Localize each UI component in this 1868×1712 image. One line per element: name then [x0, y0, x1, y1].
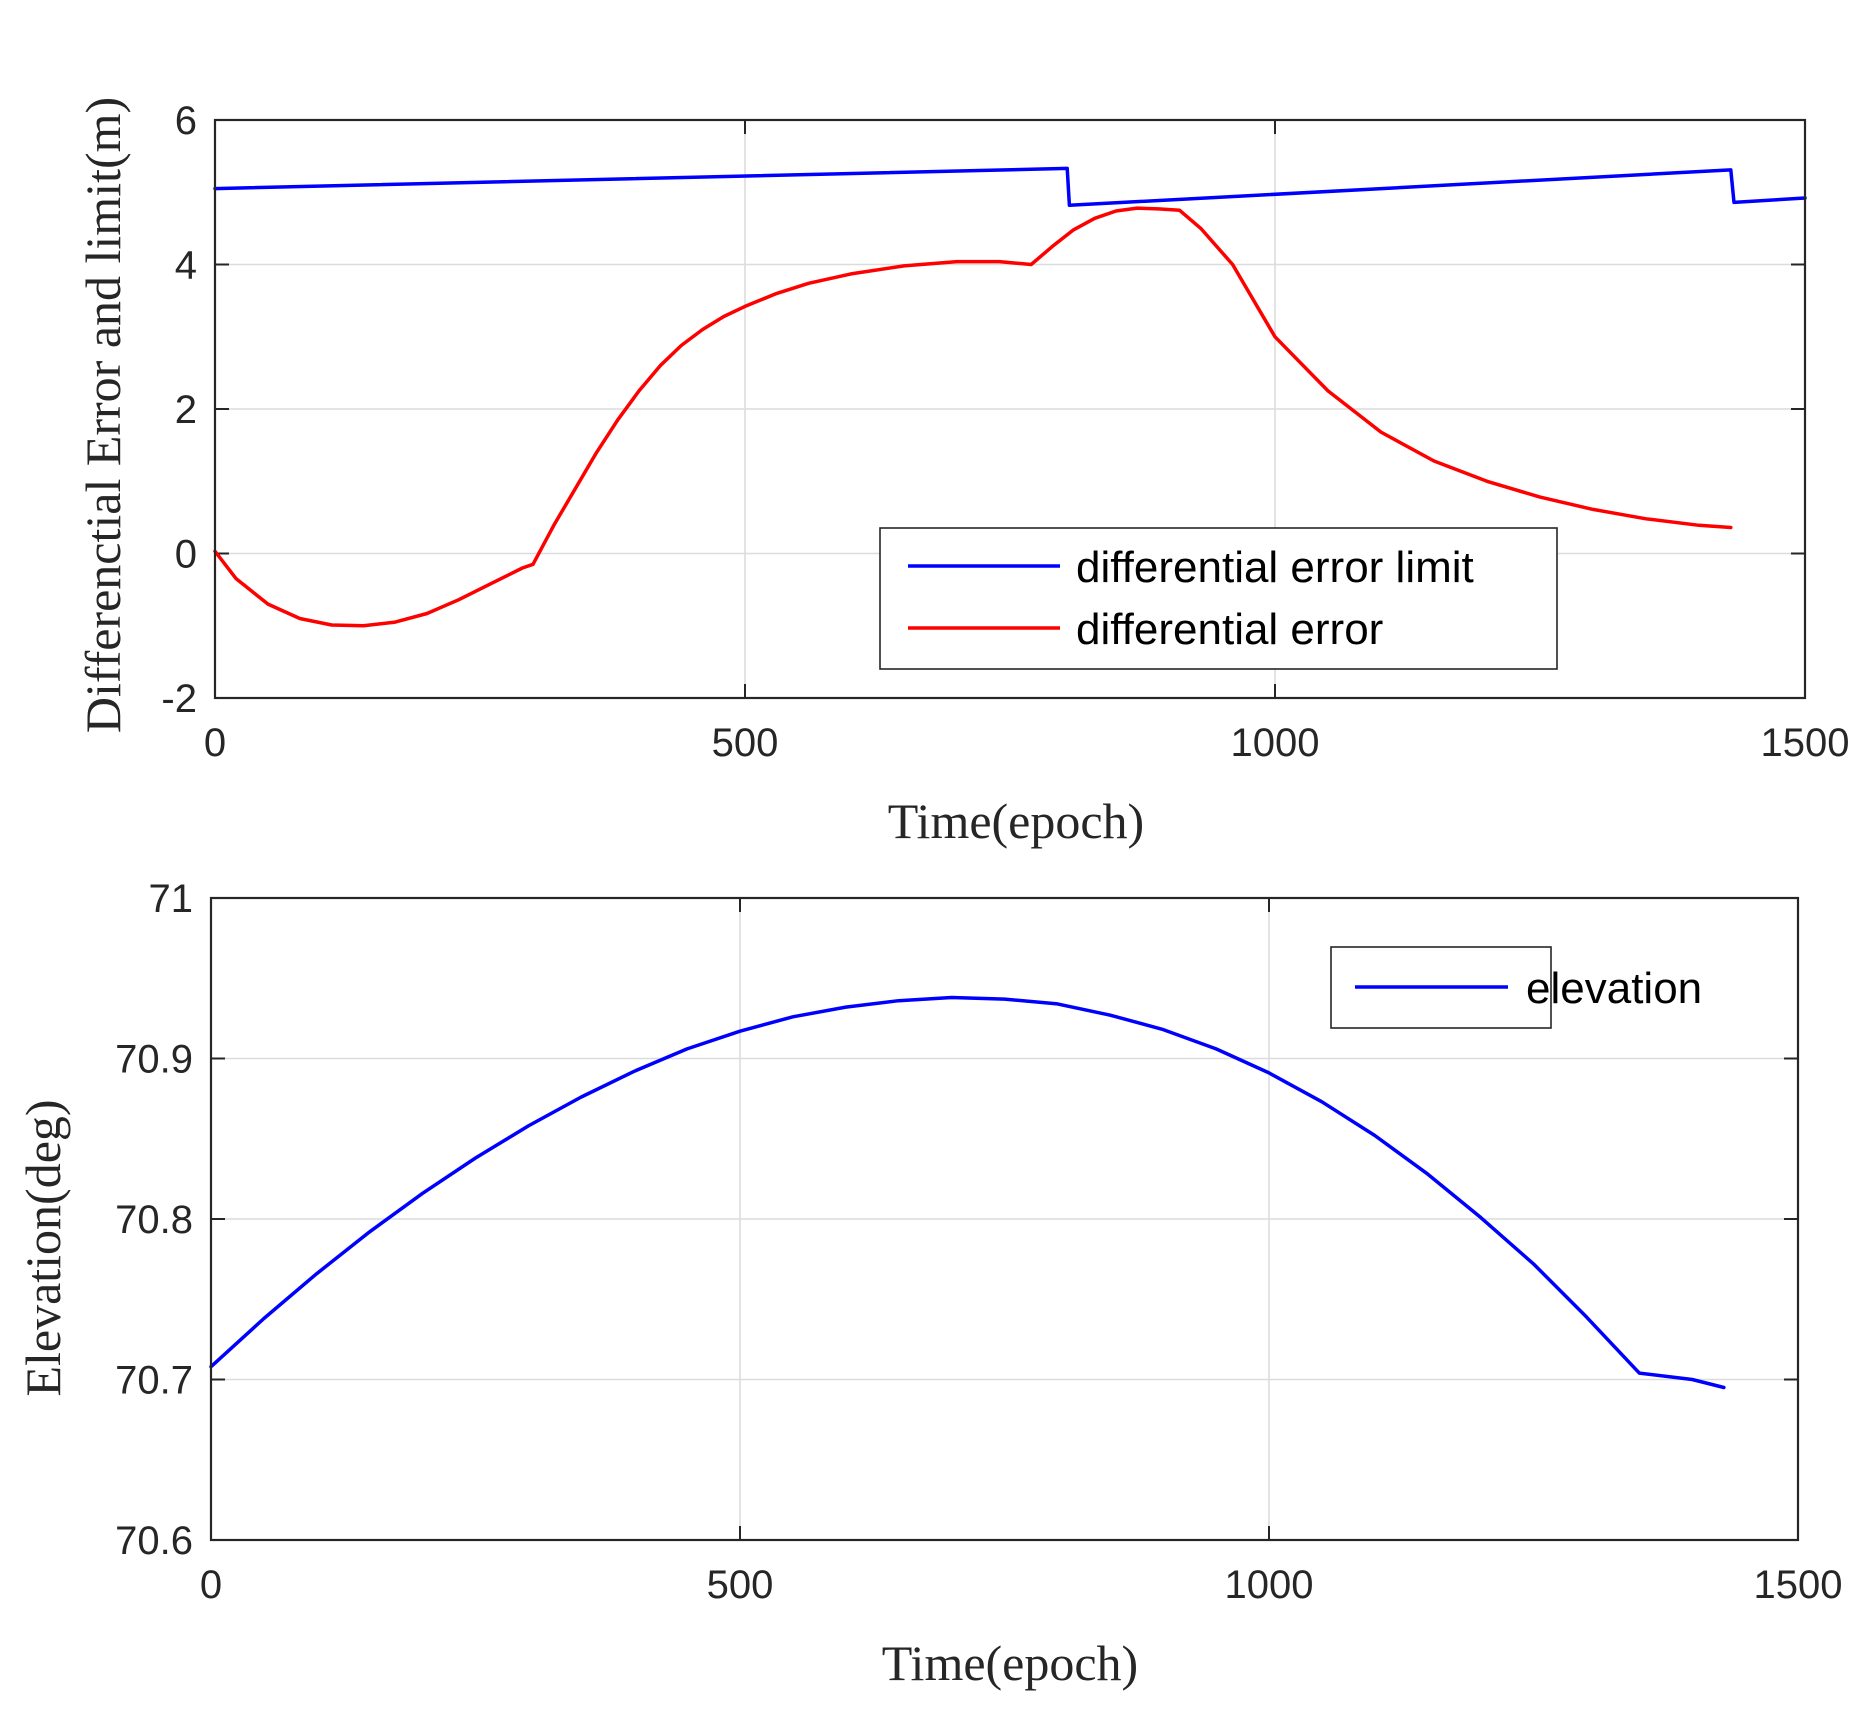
- top-chart-x-tick-label: 1500: [1761, 721, 1850, 765]
- top-chart-x-axis-label: Time(epoch): [888, 793, 1144, 849]
- top-chart-x-tick-label: 500: [712, 721, 779, 765]
- top-chart-x-tick-label: 0: [204, 721, 226, 765]
- series-line-differential-error-limit: [213, 166, 1807, 208]
- bottom-chart-ticks: 0 500 1000 1500 70.6 70.7 70.8 70.9 71: [115, 877, 1842, 1607]
- bottom-chart-y-axis-label: Elevation(deg): [15, 1099, 71, 1396]
- bottom-chart-y-tick-label: 70.9: [115, 1038, 193, 1082]
- bottom-chart-x-tick-label: 0: [200, 1563, 222, 1607]
- top-chart-y-tick-label: -2: [161, 677, 197, 721]
- bottom-chart-x-tick-label: 1500: [1754, 1563, 1843, 1607]
- top-chart-axes-box: [213, 118, 1807, 700]
- top-chart-series: [213, 166, 1807, 628]
- top-chart-legend-box: [879, 527, 1558, 670]
- bottom-chart-y-tick-label: 70.6: [115, 1519, 193, 1563]
- bottom-chart-x-axis-label: Time(epoch): [882, 1635, 1138, 1691]
- top-chart-y-axis-label: Differenctial Error and limit(m): [75, 97, 131, 733]
- bottom-chart-series: [209, 995, 1726, 1390]
- bottom-chart-axes-box: [209, 896, 1800, 1542]
- top-chart-legend: differential error limit differential er…: [879, 527, 1558, 670]
- top-chart-y-tick-label: 6: [175, 99, 197, 143]
- bottom-chart-y-tick-label: 70.7: [115, 1359, 193, 1403]
- legend-label-differential-error-limit: differential error limit: [1076, 543, 1474, 592]
- bottom-chart-x-tick-label: 500: [707, 1563, 774, 1607]
- series-line-differential-error: [213, 206, 1733, 628]
- top-chart-y-tick-label: 4: [175, 244, 197, 288]
- legend-label-elevation: elevation: [1526, 964, 1702, 1013]
- bottom-chart-x-tick-label: 1000: [1225, 1563, 1314, 1607]
- bottom-chart-y-tick-label: 70.8: [115, 1198, 193, 1242]
- top-chart-x-tick-label: 1000: [1231, 721, 1320, 765]
- bottom-chart: 0 500 1000 1500 70.6 70.7 70.8 70.9 71 Time(epoc…: [15, 877, 1842, 1691]
- legend-label-differential-error: differential error: [1076, 605, 1383, 654]
- bottom-chart-legend: elevation: [1330, 946, 1702, 1029]
- top-chart-y-tick-label: 0: [175, 533, 197, 577]
- top-chart-y-tick-label: 2: [175, 388, 197, 432]
- series-line-elevation: [209, 995, 1726, 1390]
- bottom-chart-y-tick-label: 71: [149, 877, 194, 921]
